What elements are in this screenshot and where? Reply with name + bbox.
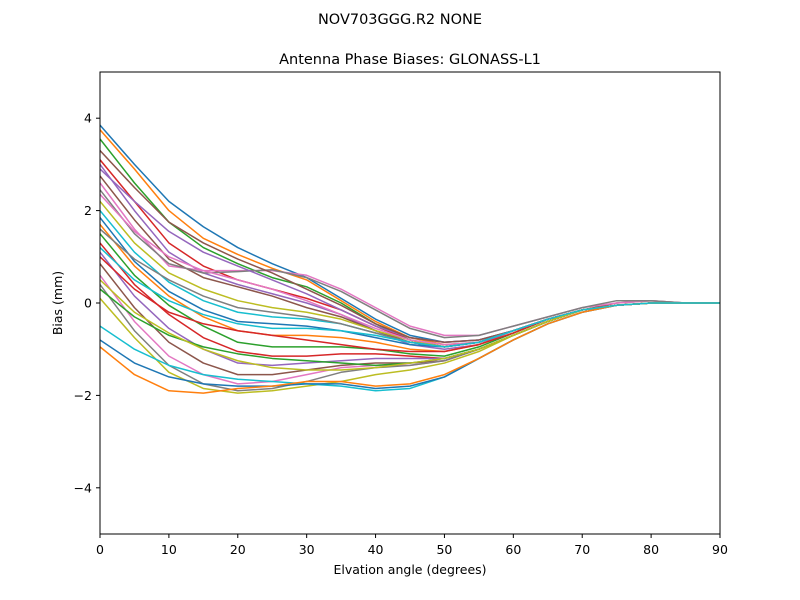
series-line: [100, 163, 720, 350]
series-line: [100, 200, 720, 348]
figure-suptitle: NOV703GGG.R2 NONE: [318, 12, 482, 28]
series-layer: [100, 124, 720, 394]
series-line: [100, 168, 720, 344]
x-tick-label: 80: [643, 542, 659, 557]
x-tick-label: 30: [299, 542, 315, 557]
chart-title: Antenna Phase Biases: GLONASS-L1: [279, 52, 541, 68]
x-axis: 0 10 20 30 40 50 60 70 80 90: [96, 534, 728, 557]
y-axis: −4 −2 0 2 4: [74, 111, 100, 495]
y-axis-label: Bias (mm): [50, 271, 65, 335]
series-line: [100, 175, 720, 348]
x-tick-label: 20: [230, 542, 246, 557]
x-tick-label: 40: [368, 542, 384, 557]
series-line: [100, 223, 720, 353]
y-tick-label: 2: [84, 203, 92, 218]
x-tick-label: 10: [161, 542, 177, 557]
y-tick-label: −2: [74, 388, 92, 403]
x-tick-label: 0: [96, 542, 104, 557]
x-axis-label: Elvation angle (degrees): [333, 562, 486, 577]
series-line: [100, 302, 720, 390]
x-tick-label: 50: [436, 542, 452, 557]
y-tick-label: 4: [84, 111, 92, 126]
y-tick-label: −4: [74, 480, 92, 495]
series-line: [100, 189, 720, 339]
series-line: [100, 138, 720, 348]
x-tick-label: 70: [574, 542, 590, 557]
series-line: [100, 302, 720, 394]
y-tick-label: 0: [84, 296, 92, 311]
series-line: [100, 159, 720, 348]
x-tick-label: 90: [712, 542, 728, 557]
x-tick-label: 60: [505, 542, 521, 557]
series-line: [100, 247, 720, 348]
